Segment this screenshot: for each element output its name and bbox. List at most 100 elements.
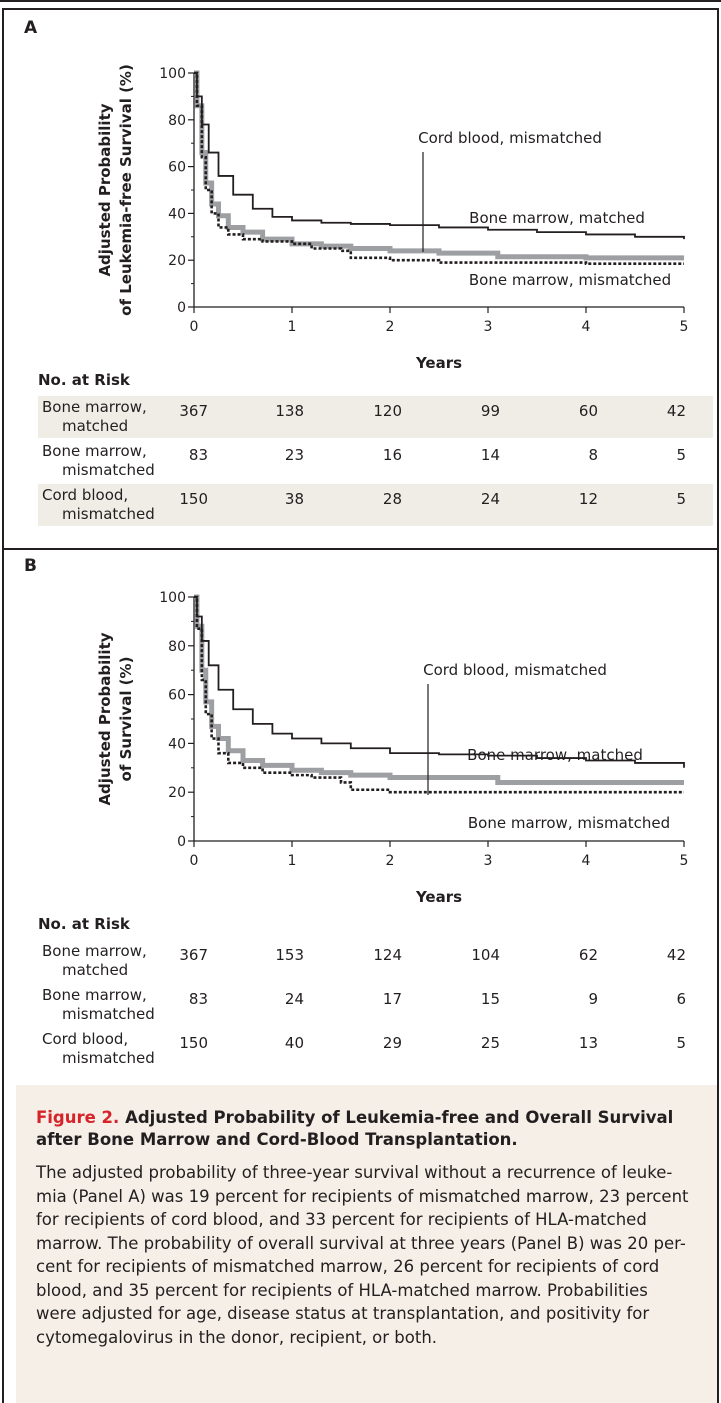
figure-frame bbox=[2, 8, 719, 1403]
x-axis-label: Years bbox=[415, 888, 462, 906]
risk-count: 83 bbox=[188, 990, 208, 1008]
panel-b-label: B bbox=[24, 556, 37, 576]
series-annotation: Bone marrow, matched bbox=[467, 746, 643, 764]
panel-a: A 0 20 40 60 80 100 0 1 2 3 4 5 Years Adjusted Probab… bbox=[4, 10, 717, 547]
panel-b-chart: 0 20 40 60 80 100 0 1 2 3 4 5 Years Adjusted Probabil… bbox=[96, 590, 689, 906]
caption-title: Figure 2. Adjusted Probability of Leukem… bbox=[36, 1107, 696, 1151]
risk-count: 23 bbox=[284, 446, 304, 464]
y-tick-label: 60 bbox=[168, 688, 186, 704]
y-tick-label: 0 bbox=[177, 834, 186, 850]
risk-count: 12 bbox=[578, 490, 598, 508]
risk-row-label: Bone marrow, matched bbox=[42, 398, 147, 435]
caption-line: blood, and 35 percent for recipients of … bbox=[36, 1280, 648, 1300]
series-line bbox=[194, 72, 685, 240]
risk-count: 62 bbox=[578, 946, 598, 964]
series-annotation: Bone marrow, matched bbox=[469, 209, 645, 227]
y-tick-label: 20 bbox=[168, 785, 186, 801]
y-tick-label: 40 bbox=[168, 206, 186, 222]
risk-count: 24 bbox=[284, 990, 304, 1008]
series-annotation: Cord blood, mismatched bbox=[423, 661, 607, 679]
risk-count: 16 bbox=[382, 446, 402, 464]
y-tick-label: 60 bbox=[168, 160, 186, 176]
y-axis-label: Adjusted Probability bbox=[96, 632, 114, 805]
x-tick-label: 3 bbox=[484, 319, 493, 335]
risk-count: 367 bbox=[179, 402, 208, 420]
risk-count: 83 bbox=[188, 446, 208, 464]
top-rule bbox=[0, 0, 721, 2]
risk-count: 150 bbox=[179, 490, 208, 508]
x-tick-label: 4 bbox=[582, 319, 591, 335]
risk-count: 28 bbox=[382, 490, 402, 508]
risk-row-label: Bone marrow, mismatched bbox=[42, 986, 155, 1023]
x-tick-label: 0 bbox=[190, 853, 199, 869]
panel-b-risk-row: Bone marrow, matched 367 153 124 104 62 42 bbox=[38, 940, 713, 982]
panel-a-chart: 0 20 40 60 80 100 0 1 2 3 4 5 Years Adjusted Probabil… bbox=[96, 64, 689, 372]
panel-a-risk-row: Cord blood, mismatched 150 38 28 24 12 5 bbox=[38, 484, 713, 526]
series-annotation: Bone marrow, mismatched bbox=[469, 271, 671, 289]
y-tick-label: 80 bbox=[168, 639, 186, 655]
x-tick-label: 4 bbox=[582, 853, 591, 869]
caption-line: mia (Panel A) was 19 percent for recipie… bbox=[36, 1186, 689, 1206]
risk-count: 99 bbox=[480, 402, 500, 420]
risk-count: 150 bbox=[179, 1034, 208, 1052]
risk-count: 5 bbox=[676, 490, 686, 508]
risk-count: 42 bbox=[666, 402, 686, 420]
caption-line: cytomegalovirus in the donor, recipient,… bbox=[36, 1327, 438, 1347]
y-tick-label: 80 bbox=[168, 113, 186, 129]
x-tick-label: 1 bbox=[288, 319, 297, 335]
risk-row-label: Bone marrow, matched bbox=[42, 942, 147, 979]
risk-count: 29 bbox=[382, 1034, 402, 1052]
risk-count: 6 bbox=[676, 990, 686, 1008]
panel-b: B 0 20 40 60 80 100 0 1 2 3 4 5 Years Adjusted Probab… bbox=[4, 550, 717, 1085]
caption-line: were adjusted for age, disease status at… bbox=[36, 1304, 650, 1323]
panel-b-risk-row: Cord blood, mismatched 150 40 29 25 13 5 bbox=[38, 1028, 713, 1070]
panel-a-label: A bbox=[24, 18, 38, 38]
risk-count: 5 bbox=[676, 1034, 686, 1052]
risk-count: 13 bbox=[578, 1034, 598, 1052]
risk-row-label: Cord blood, mismatched bbox=[42, 1030, 155, 1067]
x-tick-label: 2 bbox=[386, 319, 395, 335]
y-tick-label: 0 bbox=[177, 300, 186, 316]
caption-body: The adjusted probability of three-year s… bbox=[36, 1161, 716, 1349]
series-line bbox=[194, 594, 684, 785]
y-tick-label: 40 bbox=[168, 736, 186, 752]
risk-count: 60 bbox=[578, 402, 598, 420]
risk-count: 14 bbox=[480, 446, 500, 464]
y-axis-label: Adjusted Probability bbox=[96, 103, 114, 276]
risk-row-label: Bone marrow, mismatched bbox=[42, 442, 155, 479]
figure-caption: Figure 2. Adjusted Probability of Leukem… bbox=[16, 1085, 717, 1403]
risk-count: 25 bbox=[480, 1034, 500, 1052]
caption-line: for recipients of cord blood, and 33 per… bbox=[36, 1210, 647, 1229]
x-axis-label: Years bbox=[415, 354, 462, 372]
series-line bbox=[194, 596, 685, 768]
figure-number: Figure 2. bbox=[36, 1108, 120, 1127]
y-tick-label: 100 bbox=[159, 66, 186, 82]
panel-divider bbox=[4, 548, 717, 550]
y-axis-label: of Leukemia-free Survival (%) bbox=[117, 64, 135, 316]
caption-line: The adjusted probability of three-year s… bbox=[36, 1163, 673, 1182]
y-axis-label: of Survival (%) bbox=[117, 657, 135, 782]
risk-count: 153 bbox=[275, 946, 304, 964]
caption-title-text: Adjusted Probability of Leukemia-free an… bbox=[36, 1108, 674, 1149]
risk-count: 138 bbox=[275, 402, 304, 420]
risk-count: 17 bbox=[382, 990, 402, 1008]
risk-count: 367 bbox=[179, 946, 208, 964]
panel-a-risk-title: No. at Risk bbox=[38, 371, 130, 389]
risk-count: 15 bbox=[480, 990, 500, 1008]
risk-row-label: Cord blood, mismatched bbox=[42, 486, 155, 523]
y-tick-label: 100 bbox=[159, 590, 186, 606]
series-annotation: Cord blood, mismatched bbox=[418, 129, 602, 147]
risk-count: 42 bbox=[666, 946, 686, 964]
panel-a-risk-row: Bone marrow, mismatched 83 23 16 14 8 5 bbox=[38, 440, 713, 482]
risk-count: 5 bbox=[676, 446, 686, 464]
caption-line: cent for recipients of mismatched marrow… bbox=[36, 1257, 660, 1276]
x-tick-label: 1 bbox=[288, 853, 297, 869]
risk-count: 38 bbox=[284, 490, 304, 508]
risk-count: 40 bbox=[284, 1034, 304, 1052]
risk-count: 104 bbox=[471, 946, 500, 964]
panel-b-risk-row: Bone marrow, mismatched 83 24 17 15 9 6 bbox=[38, 984, 713, 1026]
series-annotation: Bone marrow, mismatched bbox=[468, 814, 670, 832]
x-tick-label: 0 bbox=[190, 319, 199, 335]
x-tick-label: 5 bbox=[680, 853, 689, 869]
x-tick-label: 5 bbox=[680, 319, 689, 335]
